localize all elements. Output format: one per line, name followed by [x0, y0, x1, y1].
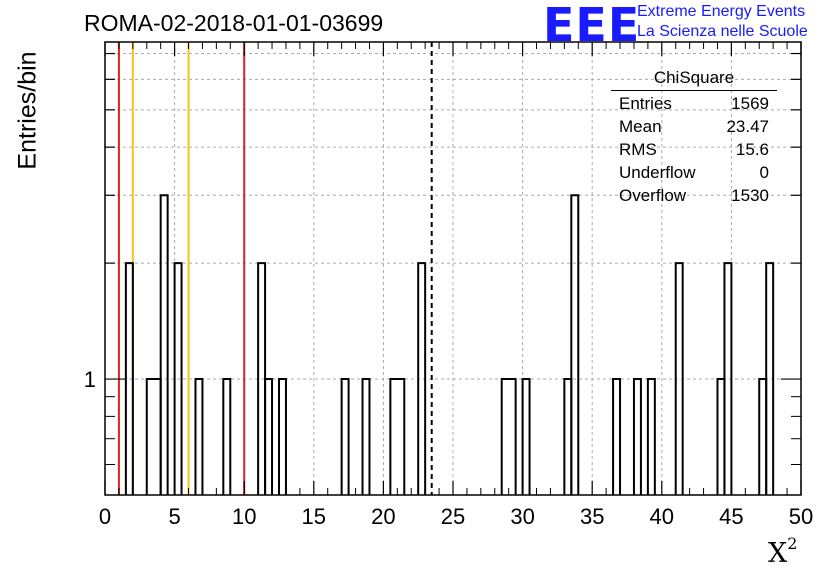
histogram-bin	[159, 194, 169, 495]
logo-line-2: La Scienza nelle Scuole	[637, 23, 808, 40]
histogram-bin	[716, 378, 726, 495]
histogram-bin	[145, 378, 162, 495]
stats-value: 0	[759, 163, 769, 182]
histogram-bin	[758, 378, 768, 495]
axis-ticks: 0 5 10 15 20 25 30 35 40 45 50 1	[84, 42, 813, 529]
histogram-bin	[570, 194, 580, 495]
histogram-bin	[173, 262, 183, 495]
histogram-bin	[521, 378, 531, 495]
histogram-bin	[278, 378, 287, 495]
x-tick-label: 45	[719, 504, 743, 529]
stats-value: 15.6	[735, 140, 769, 159]
stats-row-rms: RMS 15.6	[611, 138, 777, 161]
stats-label: Entries	[619, 94, 672, 113]
x-tick-label: 10	[232, 504, 256, 529]
stats-value: 1569	[731, 94, 769, 113]
stats-value: 23.47	[726, 117, 769, 136]
stats-value: 1530	[731, 186, 769, 205]
x-tick-label: 30	[510, 504, 534, 529]
x-tick-label: 0	[99, 504, 111, 529]
plot-frame	[104, 41, 802, 496]
stats-row-underflow: Underflow 0	[611, 161, 777, 184]
histogram-bars	[124, 194, 775, 495]
chart-title: ROMA-02-2018-01-01-03699	[84, 10, 384, 36]
eee-logo: EEE	[543, 0, 641, 52]
logo-line-1: Extreme Energy Events	[637, 3, 806, 20]
stats-label: Overflow	[619, 186, 687, 205]
x-axis-label: X2	[768, 534, 798, 569]
stats-label: RMS	[619, 140, 657, 159]
x-axis-label-superscript: 2	[787, 534, 798, 553]
x-tick-label: 20	[371, 504, 395, 529]
histogram-bin	[264, 378, 274, 495]
histogram-bin	[222, 378, 232, 495]
x-tick-label: 50	[789, 504, 813, 529]
x-tick-label: 15	[302, 504, 326, 529]
stats-label: Underflow	[619, 163, 696, 182]
histogram-bin	[765, 262, 775, 495]
histogram-bin	[612, 378, 622, 495]
histogram-bin	[646, 378, 656, 495]
stats-row-overflow: Overflow 1530	[611, 184, 777, 207]
histogram-bin	[194, 378, 204, 495]
stats-title: ChiSquare	[611, 68, 777, 91]
x-axis-label-main: X	[768, 538, 788, 569]
stats-row-mean: Mean 23.47	[611, 115, 777, 138]
x-tick-label: 40	[650, 504, 674, 529]
histogram-bin	[632, 378, 642, 495]
histogram-bin	[674, 262, 684, 495]
histogram-bin	[361, 378, 371, 495]
histogram-bin	[500, 378, 517, 495]
x-tick-label: 35	[580, 504, 604, 529]
stats-row-entries: Entries 1569	[611, 92, 777, 115]
stats-label: Mean	[619, 117, 662, 136]
x-tick-label: 5	[168, 504, 180, 529]
y-tick-label: 1	[84, 367, 96, 392]
histogram-bin	[417, 262, 427, 495]
x-tick-label: 25	[441, 504, 465, 529]
histogram-bin	[723, 262, 733, 495]
histogram-bin	[563, 378, 573, 495]
grid	[105, 42, 801, 495]
histogram-bin	[124, 262, 134, 495]
histogram-bin	[340, 378, 350, 495]
histogram-bin	[389, 378, 406, 495]
stats-box: ChiSquare Entries 1569 Mean 23.47 RMS 15.6 …	[611, 68, 777, 207]
